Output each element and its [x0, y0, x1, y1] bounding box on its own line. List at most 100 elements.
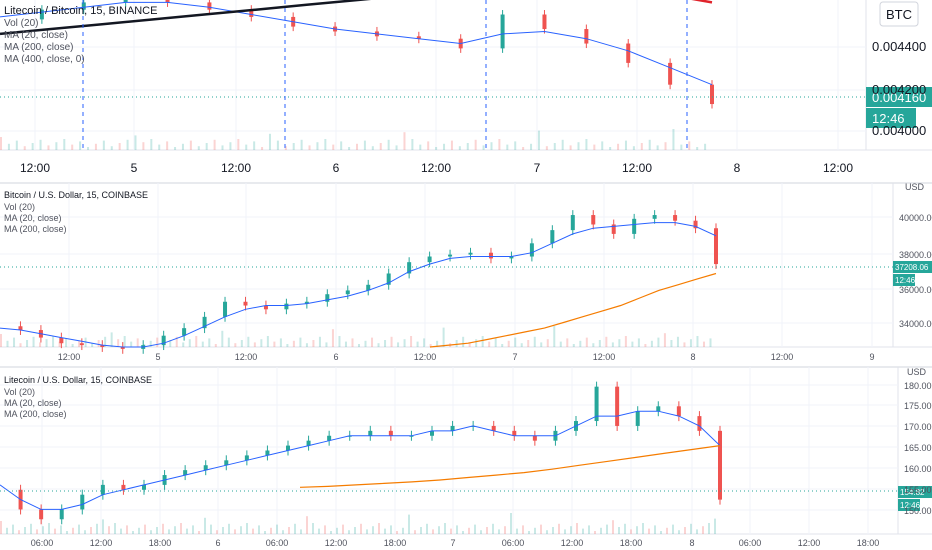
- volume-bar: [552, 527, 554, 534]
- time-tick-label: 18:00: [857, 538, 880, 548]
- time-tick-label: 06:00: [266, 538, 289, 548]
- volume-bar: [672, 524, 674, 534]
- volume-bar: [576, 523, 578, 534]
- legend-entry: MA (20, close): [4, 213, 62, 223]
- volume-bar: [182, 342, 185, 347]
- volume-bar: [379, 143, 382, 150]
- candle-body: [368, 430, 373, 436]
- volume-bar: [585, 337, 588, 347]
- time-tick-label: 12:00: [325, 538, 348, 548]
- volume-bar: [23, 146, 26, 150]
- candle-body: [223, 301, 228, 317]
- ma200-line: [429, 272, 717, 348]
- volume-bar: [664, 142, 667, 150]
- volume-bar: [138, 527, 140, 534]
- panel-1-plot[interactable]: [0, 0, 866, 150]
- candle-body: [325, 294, 330, 302]
- volume-bar: [501, 344, 504, 347]
- candle-body: [430, 430, 434, 436]
- candle-body: [635, 411, 640, 426]
- volume-bar: [640, 143, 643, 150]
- volume-bar: [702, 526, 704, 534]
- volume-bar: [606, 524, 608, 534]
- volume-bar: [270, 527, 272, 534]
- volume-bar: [156, 337, 159, 347]
- volume-bar: [78, 524, 80, 534]
- volume-bar: [189, 140, 192, 150]
- volume-bar: [306, 516, 308, 534]
- volume-bar: [474, 524, 476, 534]
- volume-bar: [498, 529, 500, 534]
- volume-bar: [570, 526, 572, 534]
- volume-bar: [117, 339, 120, 347]
- panel-3-plot[interactable]: [0, 367, 898, 534]
- volume-bar: [419, 144, 422, 150]
- time-tick-label: 06:00: [739, 538, 762, 548]
- candle-body: [500, 14, 505, 49]
- candle-body: [532, 435, 537, 441]
- volume-bar: [300, 139, 303, 150]
- volume-bar: [258, 525, 260, 534]
- volume-bar: [492, 523, 494, 534]
- currency-label: USD: [905, 182, 925, 192]
- volume-bar: [427, 141, 430, 150]
- volume-bar: [650, 340, 653, 347]
- countdown-box: [866, 108, 916, 128]
- volume-bar: [228, 523, 230, 534]
- volume-bar: [45, 339, 48, 347]
- candle-body: [668, 62, 673, 85]
- legend-entry: MA (20, close): [4, 398, 62, 408]
- volume-bar: [39, 139, 42, 150]
- candle-body: [615, 386, 620, 426]
- candle-body: [673, 215, 678, 221]
- candle-body: [529, 243, 534, 257]
- volume-bar: [702, 341, 705, 347]
- volume-bar: [90, 527, 92, 534]
- ma20-line: [0, 1, 713, 86]
- volume-bar: [420, 527, 422, 534]
- volume-bar: [6, 527, 8, 534]
- candle-body: [100, 345, 105, 347]
- volume-bar: [246, 523, 248, 534]
- volume-bar: [305, 343, 308, 347]
- volume-bar: [414, 530, 416, 534]
- volume-bar: [195, 336, 198, 347]
- candle-body: [714, 228, 718, 265]
- volume-bar: [456, 525, 458, 534]
- volume-bar: [582, 528, 584, 534]
- volume-bar: [678, 530, 680, 534]
- volume-bar: [174, 526, 176, 534]
- candle-body: [468, 252, 473, 255]
- time-tick-label: 12:00: [593, 352, 616, 362]
- volume-bar: [247, 336, 250, 347]
- volume-bar: [180, 523, 182, 534]
- last-price-badge: 154.82 12:46: [898, 486, 932, 511]
- volume-bar: [537, 130, 540, 150]
- volume-bar: [19, 343, 22, 347]
- volume-bar: [714, 518, 716, 534]
- volume-bar: [234, 529, 236, 534]
- volume-bar: [672, 129, 675, 150]
- volume-bar: [704, 143, 707, 150]
- volume-bar: [102, 519, 104, 534]
- volume-bar: [593, 144, 596, 150]
- candle-body: [249, 9, 254, 17]
- volume-bar: [378, 523, 380, 534]
- panel-2-plot[interactable]: [0, 183, 893, 354]
- candle-body: [509, 256, 514, 259]
- volume-bar: [572, 344, 575, 347]
- volume-bar: [696, 336, 699, 347]
- currency-badge[interactable]: BTC: [879, 1, 919, 27]
- time-tick-label: 12:00: [414, 352, 437, 362]
- last-price-badge: 0.004160 12:46: [866, 87, 932, 128]
- time-tick-label: 5: [155, 352, 160, 362]
- volume-bar: [558, 523, 560, 534]
- volume-bar: [708, 523, 710, 534]
- volume-bar: [222, 527, 224, 534]
- volume-bar: [55, 142, 58, 150]
- candle-body: [427, 256, 432, 263]
- volume-bar: [108, 526, 110, 534]
- volume-bar: [32, 336, 35, 347]
- volume-bar: [688, 141, 691, 150]
- volume-bar: [609, 147, 612, 150]
